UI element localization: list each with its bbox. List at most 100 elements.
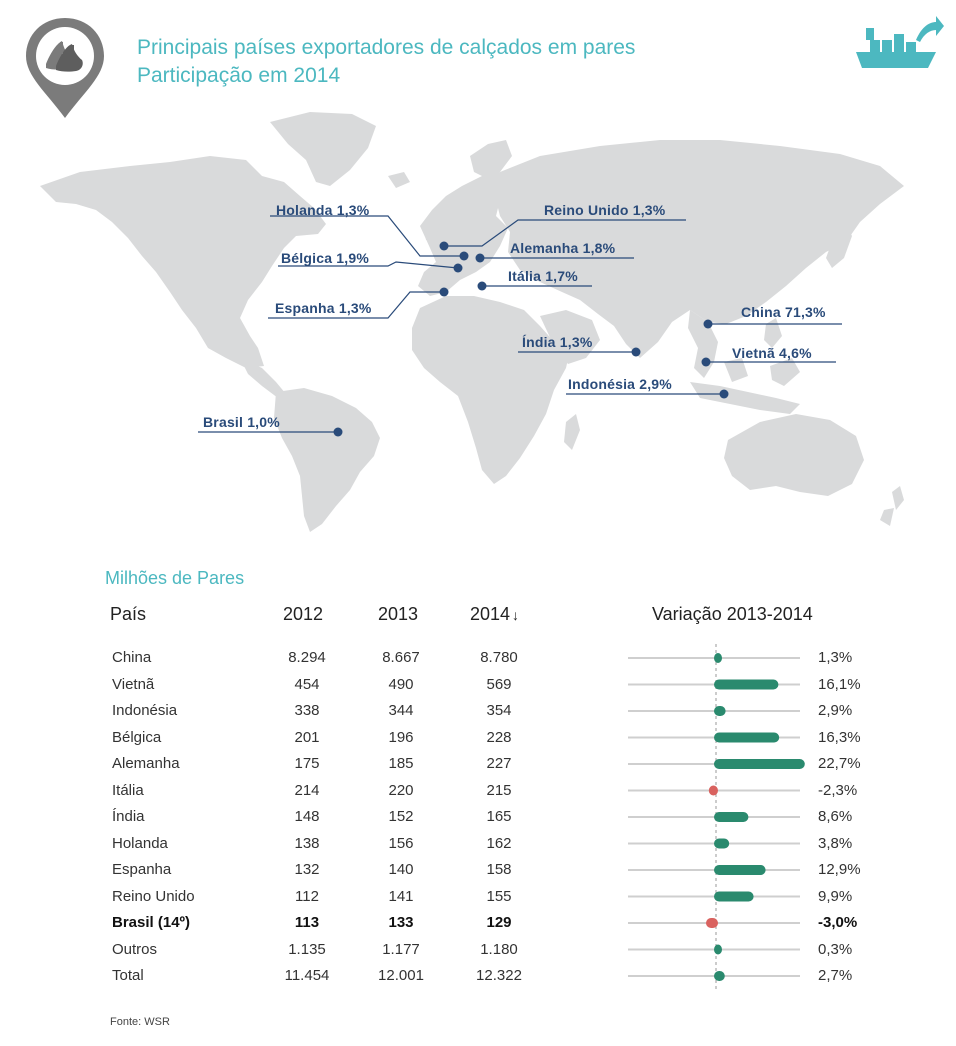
- variation-cell: 8,6%: [818, 808, 853, 825]
- value-2012-cell: 112: [295, 887, 319, 905]
- table-subtitle: Milhões de Pares: [105, 568, 245, 588]
- value-2014-cell: 354: [486, 702, 512, 719]
- value-2012-cell: 1.135: [288, 940, 326, 958]
- map-markers: [333, 241, 729, 437]
- page-title: Principais países exportadores de calçad…: [137, 34, 635, 90]
- variation-cell: 1,3%: [818, 649, 853, 666]
- value-2012-cell: 8.294: [288, 649, 326, 666]
- value-2013-cell: 12.001: [378, 967, 424, 984]
- value-2013-cell: 490: [388, 675, 414, 693]
- title-line-2: Participação em 2014: [137, 64, 341, 87]
- variation-bar: [714, 732, 780, 743]
- map-label-china: China 71,3%: [741, 304, 826, 320]
- map-label-reino-unido: Reino Unido 1,3%: [544, 202, 666, 218]
- leader-reino-unido: [440, 219, 686, 247]
- country-cell: Índia: [112, 808, 145, 825]
- table-row: Itália 214 220 215 -2,3%: [0, 778, 956, 804]
- marker-vietna: [701, 357, 711, 367]
- leader-holanda: [270, 215, 464, 257]
- variation-bar: [714, 759, 805, 769]
- value-2012-cell: 148: [294, 808, 320, 825]
- country-cell: Holanda: [112, 834, 168, 852]
- value-2012-cell: 113: [294, 914, 320, 931]
- variation-bar: [714, 865, 766, 875]
- variation-bar: [714, 653, 722, 663]
- value-2012-cell: 454: [294, 675, 320, 693]
- table-row: Outros 1.135 1.177 1.180 0,3%: [0, 937, 956, 963]
- table-row: Reino Unido 112 141 155 9,9%: [0, 884, 956, 910]
- country-cell: Brasil (14º): [112, 914, 191, 931]
- map-label-italia: Itália 1,7%: [508, 268, 578, 284]
- variation-bar-chart: [628, 644, 805, 989]
- value-2013-cell: 8.667: [382, 649, 420, 666]
- map-label-indonesia: Indonésia 2,9%: [568, 376, 672, 392]
- table-row: Alemanha 175 185 227 22,7%: [0, 751, 956, 777]
- value-2013-cell: 185: [388, 755, 414, 772]
- marker-belgica: [453, 263, 463, 273]
- source-note: Fonte: WSR: [110, 1016, 170, 1028]
- variation-cell: 12,9%: [818, 861, 861, 878]
- country-cell: Indonésia: [112, 702, 178, 719]
- table-row: China 8.294 8.667 8.780 1,3%: [0, 645, 956, 671]
- variation-bar: [714, 944, 722, 955]
- value-2013-cell: 1.177: [382, 940, 420, 958]
- variation-bar: [714, 971, 725, 981]
- variation-bar: [708, 785, 718, 796]
- value-2012-cell: 214: [294, 781, 320, 799]
- variation-bar: [714, 679, 779, 690]
- country-cell: Espanha: [112, 861, 172, 878]
- sort-down-icon: ↓: [512, 607, 520, 623]
- value-2013-cell: 133: [388, 914, 414, 931]
- value-2013-cell: 140: [388, 861, 414, 878]
- map-label-india: Índia 1,3%: [522, 334, 593, 350]
- variation-bar: [714, 891, 754, 902]
- table-row: Espanha 132 140 158 12,9%: [0, 857, 956, 883]
- value-2014-cell: 158: [486, 861, 512, 878]
- value-2012-cell: 201: [294, 728, 320, 746]
- value-2014-cell: 162: [486, 834, 512, 852]
- value-2014-cell: 569: [486, 675, 512, 693]
- marker-indonesia: [719, 389, 729, 399]
- variation-cell: -3,0%: [818, 914, 858, 931]
- value-2014-cell: 165: [486, 808, 512, 825]
- marker-india: [631, 347, 641, 357]
- value-2013-cell: 220: [388, 781, 414, 799]
- variation-cell: 2,9%: [818, 702, 853, 719]
- marker-china: [703, 319, 713, 329]
- map-label-espanha: Espanha 1,3%: [275, 300, 372, 316]
- leader-espanha: [268, 291, 444, 319]
- marker-reino-unido: [439, 241, 449, 251]
- value-2014-cell: 227: [486, 755, 512, 772]
- value-2014-cell: 12.322: [476, 967, 522, 984]
- variation-cell: 22,7%: [818, 755, 861, 772]
- country-cell: Alemanha: [112, 755, 180, 772]
- value-2013-cell: 152: [388, 808, 414, 825]
- column-header-2014[interactable]: 2014 ↓: [470, 604, 519, 625]
- variation-bar: [714, 812, 749, 822]
- variation-cell: 16,1%: [818, 675, 861, 693]
- table-row: Total 11.454 12.001 12.322 2,7%: [0, 963, 956, 989]
- map-leader-lines: [198, 215, 842, 433]
- column-header-variation: Variação 2013-2014: [652, 604, 813, 624]
- marker-holanda: [459, 251, 469, 261]
- value-2013-cell: 141: [388, 887, 414, 905]
- country-cell: Total: [112, 967, 144, 984]
- variation-cell: -2,3%: [818, 781, 858, 799]
- table-row: Brasil (14º) 113 133 129 -3,0%: [0, 910, 956, 936]
- value-2014-cell: 129: [486, 914, 512, 931]
- country-cell: Vietnã: [112, 675, 155, 693]
- country-cell: Reino Unido: [112, 887, 195, 905]
- column-header-2014-label: 2014: [470, 604, 511, 624]
- value-2014-cell: 8.780: [480, 649, 518, 666]
- variation-bar: [714, 706, 726, 716]
- marker-espanha: [439, 287, 449, 297]
- table-row: Holanda 138 156 162 3,8%: [0, 831, 956, 857]
- map-label-belgica: Bélgica 1,9%: [281, 250, 369, 266]
- value-2012-cell: 138: [294, 834, 320, 852]
- value-2012-cell: 338: [294, 702, 320, 719]
- country-cell: Outros: [112, 940, 158, 958]
- value-2012-cell: 132: [294, 861, 320, 878]
- map-label-vietna: Vietnã 4,6%: [732, 345, 812, 361]
- variation-cell: 0,3%: [818, 940, 853, 958]
- variation-cell: 16,3%: [818, 728, 861, 746]
